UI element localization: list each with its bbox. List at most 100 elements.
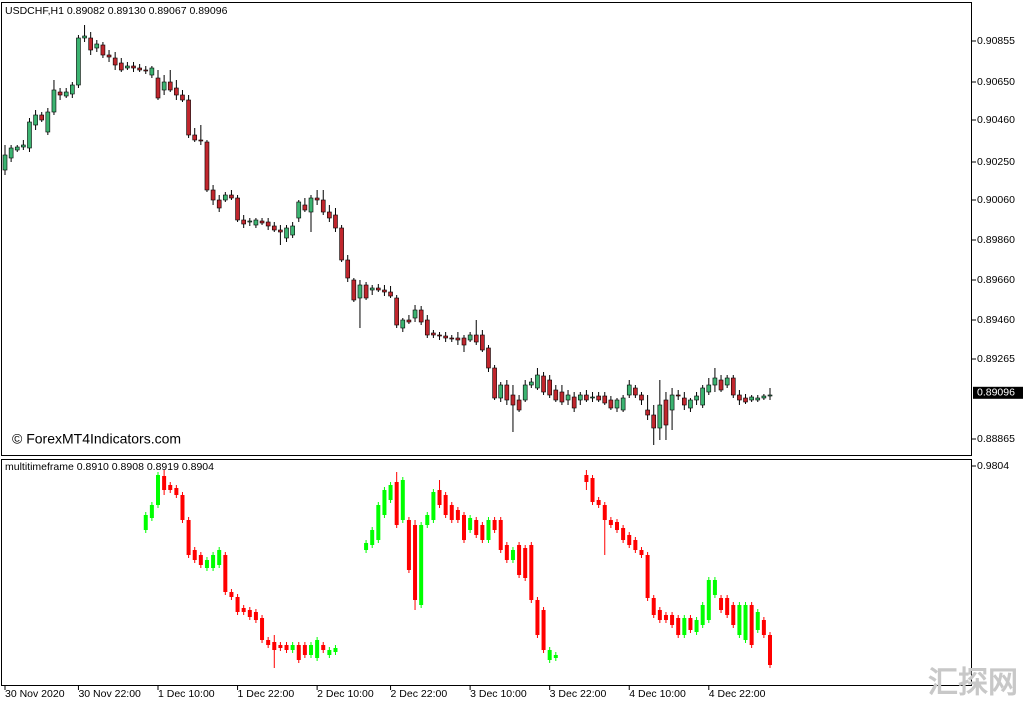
candle-body-down: [278, 645, 283, 648]
candle-body-down: [645, 409, 650, 416]
candle-body-up: [51, 89, 57, 113]
candle-body-down: [266, 640, 271, 645]
candle-body-up: [694, 620, 699, 632]
candle-body-up: [529, 381, 534, 386]
candle-body-down: [473, 334, 479, 343]
candle-body-down: [413, 525, 418, 600]
candle-body-down: [265, 221, 271, 227]
candle-body-down: [174, 87, 179, 96]
candle-body-down: [241, 608, 246, 612]
candle-body-down: [651, 414, 657, 429]
candle-body-down: [100, 44, 106, 56]
candle-body-up: [21, 144, 26, 148]
candle-body-down: [394, 297, 399, 326]
candle-body-up: [296, 201, 302, 219]
candle-body-down: [192, 550, 197, 560]
candle-body-down: [241, 219, 246, 225]
candle-body-down: [639, 550, 644, 555]
y-tick-label: 0.90650: [977, 76, 1015, 88]
y-tick-label: 0.88865: [977, 433, 1015, 445]
candle-body-up: [2, 154, 8, 171]
candle-body-down: [737, 394, 742, 401]
candle-body-up: [357, 284, 363, 299]
candle-body-up: [211, 555, 216, 568]
candle-body-down: [449, 337, 455, 340]
candle-body-down: [492, 367, 497, 399]
candle-body-down: [106, 54, 112, 58]
candle-body-down: [278, 229, 283, 233]
candle-body-down: [455, 337, 461, 341]
candle-body-up: [419, 525, 424, 605]
candle-body-down: [596, 500, 601, 505]
y-tick-label: 0.90060: [977, 194, 1015, 206]
candle-body-down: [504, 384, 510, 401]
candle-body-up: [712, 377, 718, 386]
candle-body-up: [749, 396, 754, 401]
candle-body-down: [174, 488, 179, 495]
candle-body-down: [645, 555, 650, 598]
candle-body-down: [731, 605, 736, 625]
x-tick-label: 3 Dec 22:00: [550, 688, 607, 700]
current-price-tag: [973, 386, 1023, 399]
candle-body-down: [633, 540, 638, 550]
candle-body-up: [125, 65, 130, 69]
candle-body-up: [498, 384, 504, 399]
candle-body-down: [216, 199, 222, 209]
price-panel-frame: [1, 2, 972, 456]
candle-body-up: [149, 67, 155, 76]
candle-body-up: [376, 505, 381, 540]
x-tick-label: 4 Dec 10:00: [629, 688, 686, 700]
y-tick-label: 0.9804: [977, 460, 1009, 472]
candle-body-down: [424, 319, 430, 336]
candle-body-down: [621, 528, 626, 540]
candle-body-down: [602, 505, 607, 520]
candle-body-down: [198, 555, 203, 565]
candle-body-down: [345, 259, 351, 279]
candle-body-up: [700, 605, 705, 625]
candle-body-down: [443, 495, 448, 515]
candle-body-down: [455, 510, 460, 520]
candle-body-down: [302, 645, 307, 655]
candle-body-down: [363, 284, 369, 299]
candle-body-down: [351, 279, 357, 301]
candle-body-up: [706, 384, 712, 393]
candle-body-up: [669, 394, 675, 411]
candle-body-up: [565, 394, 571, 401]
candle-body-down: [431, 332, 436, 336]
y-tick-label: 0.89265: [977, 353, 1015, 365]
candle-body-up: [425, 515, 430, 525]
candle-body-up: [388, 485, 393, 500]
candle-body-down: [590, 478, 595, 502]
candle-body-down: [168, 485, 173, 490]
candle-body-up: [657, 404, 663, 429]
candle-body-up: [755, 612, 760, 630]
candle-body-up: [590, 396, 595, 399]
candle-body-up: [694, 395, 699, 401]
candle-body-up: [284, 227, 289, 239]
y-tick-label: 0.90855: [977, 35, 1015, 47]
candle-body-down: [529, 545, 534, 600]
candle-body-down: [461, 337, 467, 346]
y-tick-label: 0.89460: [977, 314, 1015, 326]
candle-body-down: [480, 525, 485, 540]
candle-body-down: [608, 399, 614, 409]
candle-body-down: [553, 389, 559, 401]
candle-body-up: [315, 640, 320, 658]
indicator-panel-frame: [1, 459, 972, 686]
candle-body-down: [608, 520, 613, 525]
candle-body-up: [33, 114, 38, 126]
candle-body-up: [45, 111, 51, 133]
candle-body-down: [584, 394, 589, 401]
candle-body-down: [259, 220, 265, 224]
candle-body-up: [369, 287, 375, 291]
x-tick-label: 30 Nov 22:00: [78, 688, 141, 700]
candle-body-up: [761, 395, 767, 399]
candle-body-down: [437, 490, 442, 505]
candle-body-down: [670, 615, 675, 625]
candle-body-down: [167, 81, 173, 91]
candle-body-up: [547, 650, 552, 660]
candle-body-up: [94, 43, 100, 49]
candle-body-up: [522, 384, 528, 401]
candle-body-up: [333, 648, 338, 652]
candle-body-up: [382, 490, 387, 515]
